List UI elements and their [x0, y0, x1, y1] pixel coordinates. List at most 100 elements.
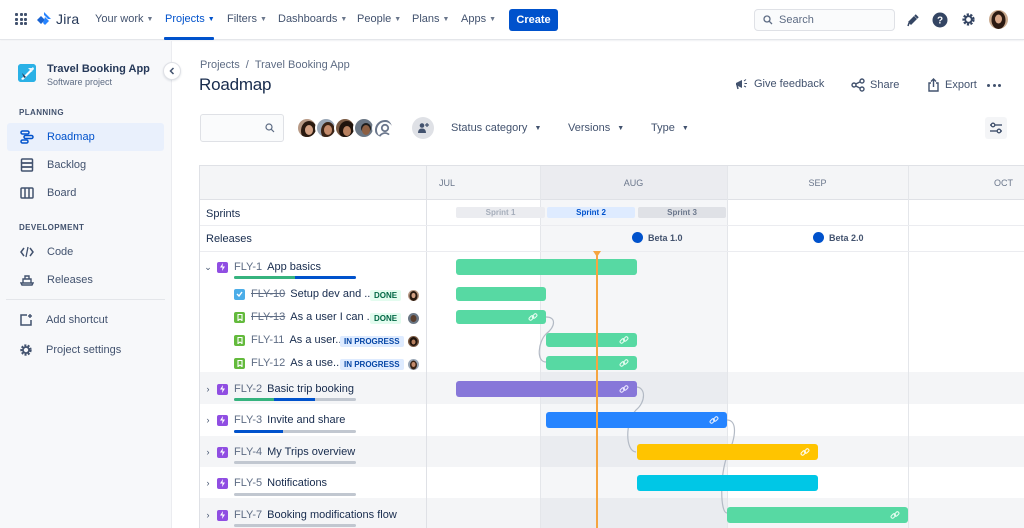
- epic-bar-fly-7[interactable]: [727, 507, 908, 523]
- export-button[interactable]: Export: [927, 78, 977, 92]
- epic-row-fly-3[interactable]: › FLY-3 Invite and share: [200, 414, 346, 426]
- nav-label: Plans: [412, 13, 440, 25]
- nav-your-work[interactable]: Your work ▼: [95, 13, 153, 25]
- link-icon[interactable]: [800, 447, 810, 457]
- project-sidebar: Travel Booking App Software project PLAN…: [0, 41, 172, 528]
- sidebar-item-code[interactable]: Code: [7, 238, 164, 266]
- top-navigation: Jira Your work ▼ Projects ▼ Filters ▼ Dashb…: [0, 0, 1024, 40]
- sprint-2-bar[interactable]: Sprint 2: [547, 207, 635, 218]
- chevron-right-icon[interactable]: ›: [206, 384, 210, 394]
- roadmap-search-input[interactable]: [200, 114, 284, 142]
- chevron-right-icon[interactable]: ›: [206, 415, 210, 425]
- link-icon[interactable]: [619, 358, 629, 368]
- sidebar-item-add-shortcut[interactable]: Add shortcut: [7, 306, 164, 334]
- sidebar-item-roadmap[interactable]: Roadmap: [7, 123, 164, 151]
- releases-row-label: Releases: [206, 233, 252, 245]
- view-settings-button[interactable]: [985, 117, 1007, 139]
- issue-summary: Basic trip booking: [267, 383, 354, 395]
- sidebar-item-board[interactable]: Board: [7, 179, 164, 207]
- create-button[interactable]: Create: [509, 9, 558, 31]
- epic-bar-fly-1[interactable]: [456, 259, 637, 275]
- give-feedback-button[interactable]: Give feedback: [735, 78, 824, 90]
- breadcrumb-projects-link[interactable]: Projects: [200, 59, 240, 71]
- release-marker-icon: [813, 232, 824, 243]
- status-lozenge-done: DONE: [370, 290, 402, 301]
- child-issue-row[interactable]: FLY-12 As a use...: [234, 357, 342, 369]
- issue-bar-fly-12[interactable]: [546, 356, 637, 370]
- sprint-3-bar[interactable]: Sprint 3: [638, 207, 726, 218]
- assignee-avatar[interactable]: [296, 117, 318, 139]
- epic-row-fly-1[interactable]: ⌄ FLY-1 App basics: [200, 261, 321, 273]
- nav-people[interactable]: People ▼: [357, 13, 401, 25]
- add-people-button[interactable]: [412, 117, 434, 139]
- give-feedback-label: Give feedback: [754, 78, 825, 90]
- nav-apps[interactable]: Apps ▼: [461, 13, 496, 25]
- release-beta-1[interactable]: Beta 1.0: [632, 232, 683, 243]
- global-search-input[interactable]: Search: [754, 9, 895, 31]
- link-icon[interactable]: [528, 312, 538, 322]
- epic-row-fly-5[interactable]: › FLY-5 Notifications: [200, 477, 328, 489]
- child-issue-row[interactable]: FLY-10 Setup dev and ...: [234, 288, 373, 300]
- breadcrumb-project-link[interactable]: Travel Booking App: [254, 59, 350, 71]
- sprint-1-bar[interactable]: Sprint 1: [456, 207, 545, 218]
- nav-label: Projects: [165, 13, 205, 25]
- share-icon: [851, 78, 865, 92]
- app-switcher-grid-icon[interactable]: [15, 13, 27, 25]
- epic-row-fly-4[interactable]: › FLY-4 My Trips overview: [200, 446, 356, 458]
- status-category-filter[interactable]: Status category ▼: [451, 122, 541, 134]
- link-icon[interactable]: [709, 415, 719, 425]
- nav-dashboards[interactable]: Dashboards ▼: [278, 13, 347, 25]
- sidebar-item-label: Board: [47, 187, 77, 199]
- epic-bar-fly-4[interactable]: [637, 444, 818, 460]
- settings-button[interactable]: [960, 11, 977, 28]
- backlog-icon: [19, 157, 35, 173]
- link-icon[interactable]: [619, 335, 629, 345]
- sidebar-item-releases[interactable]: Releases: [7, 266, 164, 294]
- collapse-sidebar-button[interactable]: [163, 62, 181, 80]
- link-icon[interactable]: [619, 384, 629, 394]
- chevron-right-icon[interactable]: ›: [206, 447, 210, 457]
- assignee-avatar[interactable]: [353, 117, 375, 139]
- epic-bar-fly-3[interactable]: [546, 412, 727, 428]
- link-icon[interactable]: [890, 510, 900, 520]
- versions-filter[interactable]: Versions ▼: [568, 122, 624, 134]
- sidebar-divider: [6, 299, 165, 300]
- chevron-right-icon[interactable]: ›: [206, 478, 210, 488]
- release-beta-2[interactable]: Beta 2.0: [813, 232, 864, 243]
- epic-bar-fly-2[interactable]: [456, 381, 637, 397]
- epic-row-fly-7[interactable]: › FLY-7 Booking modifications flow: [200, 509, 397, 521]
- type-filter[interactable]: Type ▼: [651, 122, 689, 134]
- issue-bar-fly-11[interactable]: [546, 333, 637, 347]
- share-button[interactable]: Share: [851, 78, 899, 92]
- epic-row-fly-2[interactable]: › FLY-2 Basic trip booking: [200, 383, 354, 395]
- unassigned-avatar[interactable]: [372, 117, 394, 139]
- profile-avatar[interactable]: [989, 10, 1008, 29]
- nav-projects[interactable]: Projects ▼: [165, 13, 215, 25]
- more-actions-ellipsis-icon[interactable]: [987, 84, 1001, 87]
- epic-progress-bar: [234, 524, 356, 527]
- issue-summary: As a user I can ...: [290, 311, 376, 323]
- issue-summary: Notifications: [267, 477, 328, 489]
- jira-logo[interactable]: Jira: [36, 11, 79, 27]
- issue-key: FLY-2: [234, 383, 263, 395]
- sidebar-item-backlog[interactable]: Backlog: [7, 151, 164, 179]
- chevron-right-icon[interactable]: ›: [206, 510, 210, 520]
- child-issue-row[interactable]: FLY-13 As a user I can ...: [234, 311, 376, 323]
- board-icon: [19, 185, 35, 201]
- search-placeholder: Search: [779, 14, 814, 26]
- nav-plans[interactable]: Plans ▼: [412, 13, 449, 25]
- epic-bar-fly-5[interactable]: [637, 475, 818, 491]
- issue-bar-fly-13[interactable]: [456, 310, 546, 324]
- issue-bar-fly-10[interactable]: [456, 287, 546, 301]
- chevron-down-icon[interactable]: ⌄: [204, 261, 212, 272]
- child-issue-row[interactable]: FLY-11 As a user...: [234, 334, 344, 346]
- nav-filters[interactable]: Filters ▼: [227, 13, 267, 25]
- sidebar-item-label: Backlog: [47, 159, 87, 171]
- story-bookmark-icon: [234, 334, 245, 346]
- sidebar-item-project-settings[interactable]: Project settings: [7, 336, 164, 364]
- help-button[interactable]: ?: [931, 11, 948, 28]
- epic-progress-bar: [234, 430, 356, 433]
- notifications-button[interactable]: [904, 11, 921, 28]
- month-divider: [727, 166, 728, 528]
- filter-label: Status category: [451, 122, 528, 134]
